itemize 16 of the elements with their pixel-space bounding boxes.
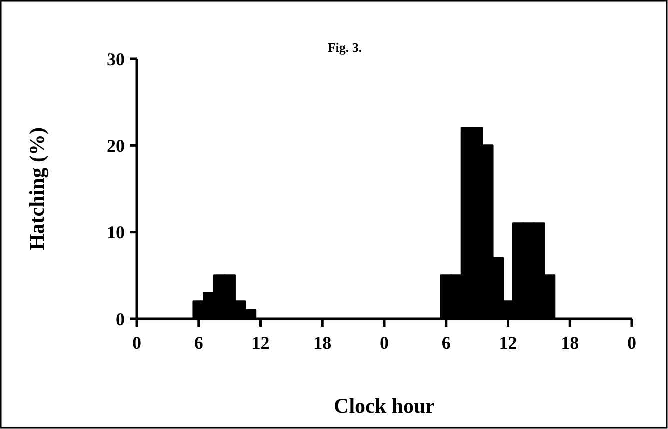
x-tick-label: 0 xyxy=(380,333,389,353)
chart-title: Fig. 3. xyxy=(328,40,362,55)
x-tick-label: 6 xyxy=(194,333,204,353)
x-tick-label: 18 xyxy=(314,333,332,353)
x-tick-label: 18 xyxy=(561,333,580,353)
x-tick-label: 0 xyxy=(628,333,636,353)
y-tick-label: 10 xyxy=(107,222,125,243)
y-tick-label: 20 xyxy=(107,136,125,156)
x-tick-label: 6 xyxy=(442,333,451,353)
y-tick-label: 30 xyxy=(107,49,125,70)
x-tick-label: 12 xyxy=(252,333,270,353)
y-axis-title: Hatching (%) xyxy=(25,127,49,251)
x-axis-title: Clock hour xyxy=(334,394,435,418)
x-tick-label: 12 xyxy=(499,333,518,353)
x-tick-label: 0 xyxy=(132,333,142,353)
y-tick-label: 0 xyxy=(116,309,125,330)
